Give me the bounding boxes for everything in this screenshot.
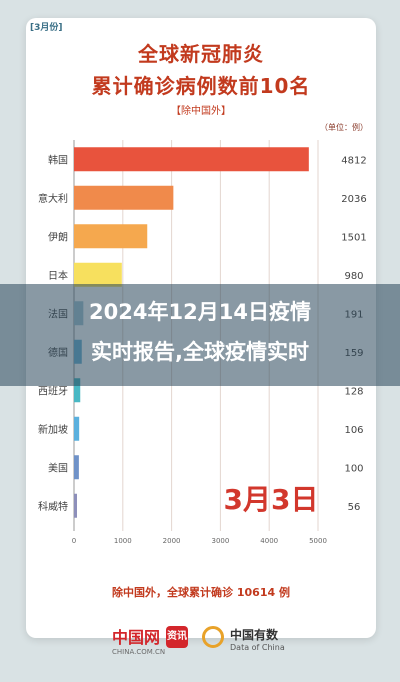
unit-label: （单位：例） [320, 123, 368, 132]
category-label: 意大利 [38, 192, 68, 205]
category-label: 韩国 [48, 153, 68, 166]
x-tick-label: 4000 [260, 537, 278, 545]
category-label: 科威特 [38, 500, 68, 513]
x-tick-label: 0 [72, 537, 76, 545]
china-net-text: 中国网 [112, 628, 161, 647]
category-label: 西班牙 [38, 385, 68, 397]
data-label: 980 [344, 271, 363, 282]
data-label: 128 [344, 386, 363, 397]
data-label: 4812 [341, 155, 366, 166]
data-label: 106 [344, 425, 363, 436]
bar [74, 416, 80, 441]
china-data-logo: 中国有数 Data of China [230, 626, 285, 652]
bar [74, 493, 77, 518]
bar [74, 147, 309, 172]
bar [74, 224, 148, 249]
logo-strip: 中国网 CHINA.COM.CN 资讯 中国有数 Data of China [0, 618, 400, 668]
china-net-subtext: CHINA.COM.CN [112, 648, 166, 656]
date-stamp: 3月3日 [223, 483, 319, 516]
china-data-text: 中国有数 [230, 628, 279, 642]
headline-overlay: 2024年12月14日疫情 实时报告,全球疫情实时 [0, 284, 400, 386]
data-label: 56 [348, 502, 361, 513]
bar [74, 378, 81, 403]
x-tick-label: 2000 [163, 537, 181, 545]
category-label: 新加坡 [38, 423, 68, 436]
x-tick-label: 1000 [114, 537, 132, 545]
bar [74, 262, 122, 287]
chart-title-line1: 全球新冠肺炎 [138, 42, 264, 66]
bar [74, 185, 174, 210]
data-label: 100 [344, 463, 363, 474]
headline-line2: 实时报告,全球疫情实时 [91, 340, 309, 364]
bar [74, 455, 79, 480]
data-label: 1501 [341, 232, 366, 243]
category-label: 美国 [48, 461, 68, 474]
x-tick-label: 3000 [211, 537, 229, 545]
china-net-logo: 中国网 CHINA.COM.CN [112, 624, 165, 656]
month-tag: [3月份] [30, 23, 63, 33]
news-badge: 资讯 [166, 626, 188, 648]
chart-footer: 除中国外，全球累计确诊 10614 例 [112, 586, 290, 599]
china-data-icon [202, 626, 224, 648]
category-label: 日本 [48, 269, 68, 282]
category-label: 伊朗 [48, 231, 68, 243]
headline-line1: 2024年12月14日疫情 [89, 300, 311, 324]
china-data-subtext: Data of China [230, 643, 285, 652]
chart-subtitle: 【除中国外】 [171, 106, 231, 117]
bar-chart: 0 1000 2000 3000 4000 5000 韩国 4812 意大利 2036 伊朗 1501… [38, 140, 367, 545]
chart-title-line2: 累计确诊病例数前10名 [91, 74, 311, 98]
x-tick-label: 5000 [309, 537, 327, 545]
data-label: 2036 [341, 194, 366, 205]
